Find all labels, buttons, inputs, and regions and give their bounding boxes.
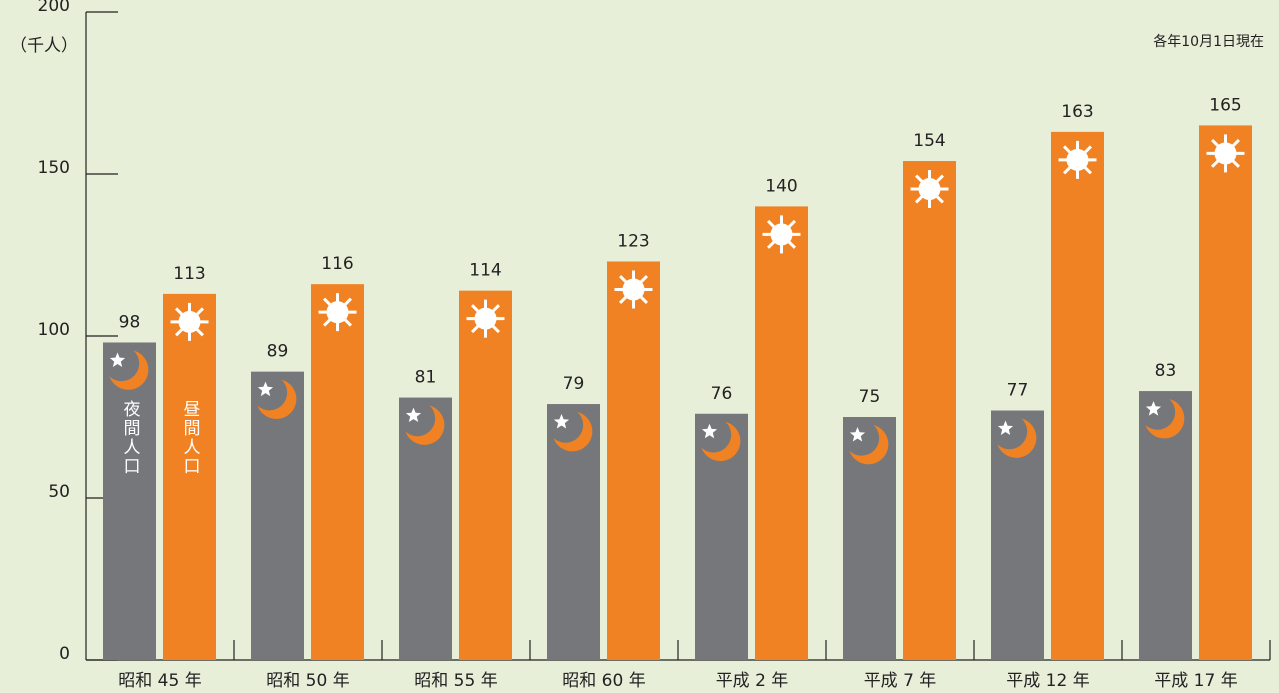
x-tick-label: 昭和 60 年	[562, 671, 645, 691]
sun-disc	[770, 223, 793, 246]
x-tick-label: 平成 7 年	[864, 671, 937, 691]
bar	[103, 342, 156, 660]
value-label: 123	[617, 231, 649, 251]
bar	[163, 293, 216, 660]
y-axis-label: （千人）	[10, 36, 78, 56]
star	[849, 427, 866, 442]
sun-icon	[910, 170, 949, 209]
moon	[109, 350, 149, 390]
bar	[311, 284, 364, 660]
x-tick-label: 昭和 55 年	[414, 671, 497, 691]
moon-icon	[405, 405, 445, 445]
y-tick-label: 50	[48, 482, 70, 502]
value-label: 165	[1209, 95, 1241, 115]
x-tick-label: 平成 2 年	[716, 671, 789, 691]
moon	[405, 405, 445, 445]
sun-icon	[1206, 134, 1245, 173]
value-label: 114	[469, 261, 501, 281]
value-label: 79	[563, 374, 585, 394]
bar	[903, 161, 956, 661]
sun-disc	[178, 310, 201, 333]
value-label: 77	[1007, 381, 1029, 401]
x-tick-label: 昭和 45 年	[118, 671, 201, 691]
star	[1145, 401, 1162, 416]
moon-icon	[997, 418, 1037, 458]
value-label: 116	[321, 254, 353, 274]
moon	[849, 425, 889, 465]
moon-icon	[701, 421, 741, 462]
y-tick-label: 150	[38, 158, 70, 178]
moon-icon	[849, 425, 889, 465]
moon	[701, 421, 741, 462]
sun-icon	[318, 293, 357, 332]
bar	[755, 206, 808, 660]
moon-icon	[553, 412, 593, 452]
moon	[553, 412, 593, 452]
bar	[607, 261, 660, 660]
star	[405, 407, 422, 422]
value-label: 75	[859, 387, 881, 407]
value-label: 154	[913, 131, 945, 151]
star	[553, 414, 570, 429]
series-name: 昼間人口	[180, 400, 201, 476]
sun-icon	[1058, 140, 1097, 179]
value-label: 76	[711, 384, 733, 404]
sun-disc	[326, 301, 349, 324]
sun-icon	[762, 215, 801, 254]
star	[109, 352, 126, 367]
y-tick-label: 100	[38, 320, 70, 340]
sun-disc	[474, 307, 497, 330]
series-name: 夜間人口	[120, 400, 141, 476]
annotation: 各年10月1日現在	[1153, 34, 1264, 50]
star	[257, 381, 274, 397]
sun-disc	[1066, 148, 1089, 171]
moon	[997, 418, 1037, 458]
sun-disc	[1214, 142, 1237, 165]
y-tick-label: 0	[59, 644, 70, 664]
value-label: 98	[119, 312, 141, 332]
sun-disc	[622, 278, 645, 301]
bar	[251, 371, 304, 660]
moon-icon	[257, 379, 297, 419]
moon	[257, 379, 297, 419]
bar	[459, 290, 512, 660]
value-label: 89	[267, 342, 289, 362]
moon-icon	[1145, 399, 1185, 439]
value-label: 83	[1155, 361, 1177, 381]
value-label: 163	[1061, 102, 1093, 122]
sun-icon	[170, 302, 209, 341]
moon-icon	[109, 350, 149, 390]
star	[997, 420, 1014, 435]
sun-icon	[466, 299, 505, 338]
y-tick-label: 200	[38, 0, 70, 16]
bar	[1051, 131, 1104, 660]
star	[701, 423, 718, 439]
value-label: 140	[765, 176, 797, 196]
sun-icon	[614, 270, 653, 309]
x-tick-label: 昭和 50 年	[266, 671, 349, 691]
moon	[1145, 399, 1185, 439]
sun-disc	[918, 178, 941, 201]
bar	[1199, 125, 1252, 660]
value-label: 113	[173, 264, 205, 284]
x-tick-label: 平成 12 年	[1006, 671, 1089, 691]
value-label: 81	[415, 368, 437, 388]
x-tick-label: 平成 17 年	[1154, 671, 1237, 691]
